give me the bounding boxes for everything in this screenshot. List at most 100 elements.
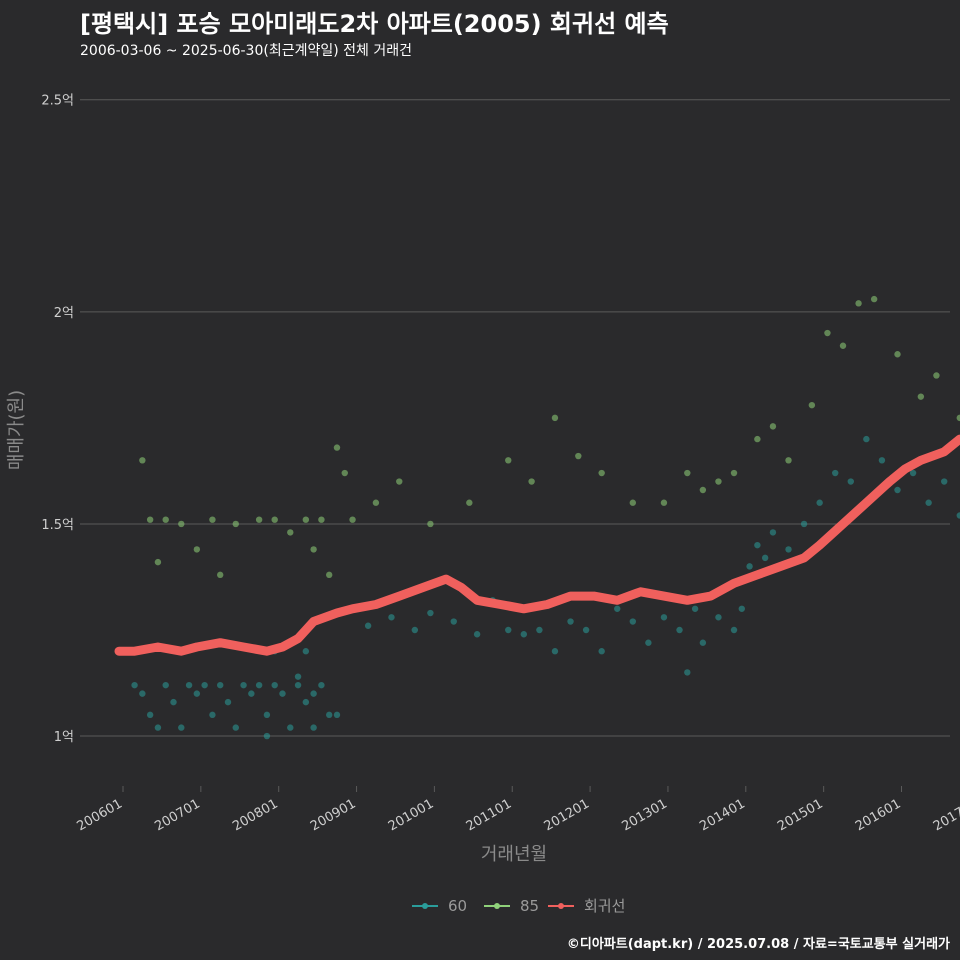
- point-60: [325, 711, 333, 719]
- x-tick-label: 200601: [75, 796, 125, 834]
- x-axis-title: 거래년월: [481, 844, 547, 865]
- point-60: [699, 639, 707, 646]
- point-60: [676, 626, 683, 634]
- x-tick-label: 200701: [152, 796, 202, 834]
- point-85: [839, 342, 847, 349]
- x-tick-label: 201701: [931, 796, 960, 834]
- point-60: [582, 626, 590, 634]
- point-60: [684, 669, 691, 676]
- point-85: [255, 516, 263, 523]
- point-60: [279, 690, 286, 697]
- point-60: [411, 626, 419, 634]
- point-60: [925, 499, 932, 506]
- point-60: [154, 724, 162, 731]
- legend: 60 85 회귀선: [412, 897, 625, 915]
- point-85: [154, 558, 162, 566]
- regression-line: [114, 434, 960, 656]
- legend-label: 60: [448, 897, 467, 915]
- point-60: [614, 605, 621, 612]
- point-60: [388, 614, 395, 621]
- point-85: [528, 478, 535, 485]
- point-60: [847, 478, 854, 485]
- point-60: [232, 724, 239, 731]
- point-60: [318, 681, 325, 689]
- legend-dot: [494, 903, 500, 909]
- point-60: [162, 681, 169, 689]
- point-85: [193, 546, 201, 553]
- point-85: [785, 457, 792, 464]
- point-60: [217, 681, 224, 689]
- point-85: [575, 452, 582, 460]
- point-85: [808, 401, 816, 409]
- point-60: [754, 541, 761, 549]
- point-85: [956, 414, 960, 422]
- point-85: [769, 423, 777, 430]
- point-85: [466, 499, 473, 506]
- point-60: [746, 563, 753, 570]
- point-60: [567, 618, 574, 625]
- x-tick-label: 201601: [853, 796, 903, 834]
- point-85: [318, 516, 325, 523]
- point-60: [131, 681, 138, 689]
- point-60: [505, 626, 512, 634]
- point-85: [427, 520, 434, 528]
- x-tick-label: 201301: [619, 796, 669, 834]
- legend-item-s85: 85: [484, 897, 539, 915]
- point-60: [941, 478, 948, 485]
- point-85: [217, 571, 224, 579]
- x-tick-label: 200801: [230, 796, 280, 834]
- point-85: [162, 516, 169, 523]
- point-60: [769, 529, 777, 536]
- point-85: [310, 546, 317, 553]
- point-60: [715, 614, 722, 621]
- point-85: [209, 516, 216, 523]
- legend-dot: [558, 903, 564, 909]
- regression-path: [114, 434, 960, 656]
- point-60: [536, 626, 543, 634]
- point-60: [139, 690, 146, 697]
- point-60: [364, 622, 372, 629]
- point-60: [832, 469, 839, 477]
- point-85: [660, 499, 668, 506]
- point-85: [505, 457, 512, 464]
- point-85: [139, 457, 146, 464]
- point-60: [816, 499, 823, 506]
- point-60: [310, 690, 317, 697]
- point-60: [450, 618, 457, 625]
- point-85: [232, 520, 239, 528]
- x-tick-label: 201001: [386, 796, 436, 834]
- point-60: [294, 673, 302, 680]
- series-85-points: [139, 295, 960, 579]
- point-60: [738, 605, 745, 612]
- point-60: [193, 690, 201, 697]
- point-85: [730, 469, 738, 477]
- point-60: [785, 546, 792, 553]
- point-60: [201, 681, 208, 689]
- x-tick-label: 201501: [775, 796, 825, 834]
- point-60: [956, 512, 960, 519]
- legend-dot: [422, 903, 428, 909]
- point-60: [691, 605, 699, 612]
- point-60: [170, 698, 177, 706]
- point-60: [185, 681, 193, 689]
- point-85: [715, 478, 722, 485]
- y-tick-labels: 1억 1.5억 2억 2.5억: [41, 94, 74, 745]
- x-tick-labels: 200601 200701 200801 200901 201001 201101 2012…: [75, 786, 960, 834]
- point-85: [855, 300, 862, 307]
- point-85: [870, 295, 878, 303]
- series-60-points: [131, 435, 960, 740]
- point-60: [894, 486, 901, 494]
- point-85: [551, 414, 559, 422]
- point-60: [146, 711, 154, 719]
- point-85: [333, 444, 341, 451]
- y-tick-label: 2.5억: [41, 94, 74, 109]
- point-85: [917, 393, 925, 400]
- point-85: [684, 469, 691, 477]
- point-60: [240, 681, 247, 689]
- point-60: [302, 698, 310, 706]
- chart-title: [평택시] 포승 모아미래도2차 아파트(2005) 회귀선 예측: [80, 10, 669, 38]
- point-85: [699, 486, 707, 494]
- point-60: [878, 457, 886, 464]
- legend-item-regression: 회귀선: [548, 897, 625, 915]
